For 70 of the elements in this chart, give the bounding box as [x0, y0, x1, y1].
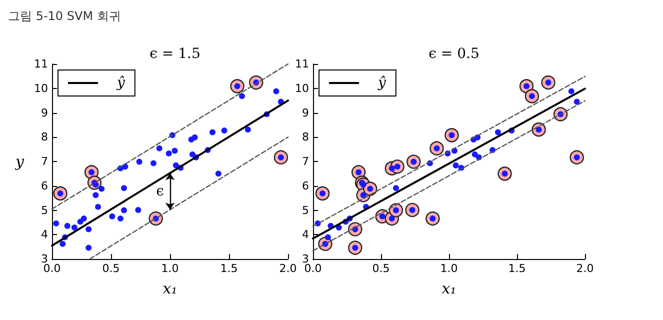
point [71, 224, 78, 231]
point [568, 88, 574, 94]
y-tick-label: 9 [41, 106, 48, 120]
x-tick-label: 0.0 [43, 262, 61, 275]
point [215, 170, 222, 177]
x-tick-label: 0.5 [372, 262, 390, 275]
y-tick-label: 5 [41, 204, 48, 217]
point [172, 162, 179, 168]
point [238, 93, 245, 100]
y-tick-label: 10 [295, 82, 309, 95]
y-tick-label: 5 [302, 204, 309, 217]
y-tick-label: 6 [302, 179, 309, 192]
point [92, 192, 99, 198]
point [221, 128, 228, 134]
point [98, 186, 105, 192]
point [574, 98, 580, 105]
point [86, 244, 92, 251]
legend-label: ŷ [116, 75, 126, 91]
y-tick-label: 4 [302, 228, 309, 242]
y-tick-label: 9 [302, 106, 309, 120]
y-tick-label: 8 [302, 130, 309, 144]
point [136, 158, 142, 165]
y-tick-label: 6 [41, 179, 48, 192]
caption: 그림 5-10 SVM 회귀 [8, 8, 121, 25]
point [53, 220, 60, 226]
y-tick-label: 11 [34, 58, 48, 70]
point [117, 216, 124, 222]
point [273, 88, 280, 94]
y-tick-label: 7 [41, 155, 48, 168]
y-tick-label: 8 [41, 130, 48, 144]
x-tick-label: 1.0 [440, 262, 458, 275]
point [472, 151, 478, 158]
point [80, 216, 87, 222]
point [156, 145, 162, 152]
point [192, 134, 198, 140]
point [60, 240, 66, 247]
x-tick-label: 2.0 [279, 262, 297, 275]
x-axis-title: x₁ [442, 280, 456, 298]
chart-title: ϵ = 0.5 [428, 46, 480, 62]
chart-title: ϵ = 1.5 [150, 46, 200, 62]
x-tick-label: 0.0 [304, 262, 322, 275]
y-axis-title: y [14, 152, 25, 170]
point [120, 185, 127, 192]
annotation: ϵ [156, 183, 164, 200]
point [324, 234, 331, 240]
point [135, 207, 142, 214]
x-tick-label: 1.5 [220, 262, 238, 275]
point [95, 204, 102, 210]
point [392, 185, 399, 192]
y-tick-label: 10 [34, 82, 48, 95]
y-tick-label: 4 [41, 228, 48, 242]
x-tick-label: 1.0 [161, 262, 179, 275]
x-tick-label: 1.5 [508, 262, 526, 275]
point [120, 207, 127, 214]
point [172, 148, 178, 154]
point [244, 126, 251, 133]
point [452, 162, 459, 168]
point [209, 129, 216, 136]
point [494, 129, 501, 136]
point [64, 222, 70, 229]
y-tick-label: 7 [302, 155, 309, 168]
x-tick-label: 0.5 [102, 262, 120, 275]
x-tick-label: 2.0 [576, 262, 594, 275]
x-axis-title: x₁ [162, 280, 178, 298]
legend-label: ŷ [377, 75, 387, 91]
point [166, 150, 172, 156]
point [150, 160, 156, 166]
point [86, 226, 92, 232]
y-tick-label: 11 [295, 58, 309, 70]
point [109, 213, 116, 220]
